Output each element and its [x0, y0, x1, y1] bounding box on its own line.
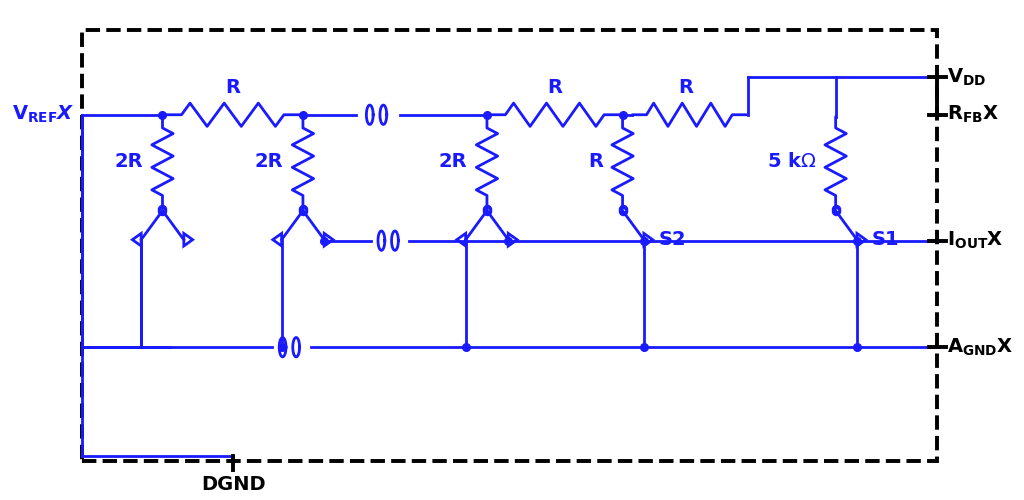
Text: R: R — [588, 152, 603, 171]
Text: R: R — [225, 78, 241, 98]
Text: 2R: 2R — [115, 152, 143, 171]
Text: 5 k$\Omega$: 5 k$\Omega$ — [767, 152, 816, 171]
Text: $\mathbf{V_{DD}}$: $\mathbf{V_{DD}}$ — [947, 66, 986, 87]
Text: R: R — [547, 78, 562, 98]
Text: S1: S1 — [871, 230, 899, 249]
Text: 2R: 2R — [255, 152, 284, 171]
Text: 2R: 2R — [439, 152, 468, 171]
Text: S2: S2 — [658, 230, 686, 249]
Text: $\mathbf{V_{REF}}$X: $\mathbf{V_{REF}}$X — [11, 104, 75, 126]
Text: DGND: DGND — [201, 475, 265, 494]
Text: R: R — [678, 78, 693, 98]
Text: $\mathbf{I_{OUT}}$X: $\mathbf{I_{OUT}}$X — [947, 230, 1004, 252]
Text: $\mathbf{R_{FB}}$X: $\mathbf{R_{FB}}$X — [947, 104, 999, 126]
Text: $\mathbf{A_{GND}}$X: $\mathbf{A_{GND}}$X — [947, 336, 1014, 358]
